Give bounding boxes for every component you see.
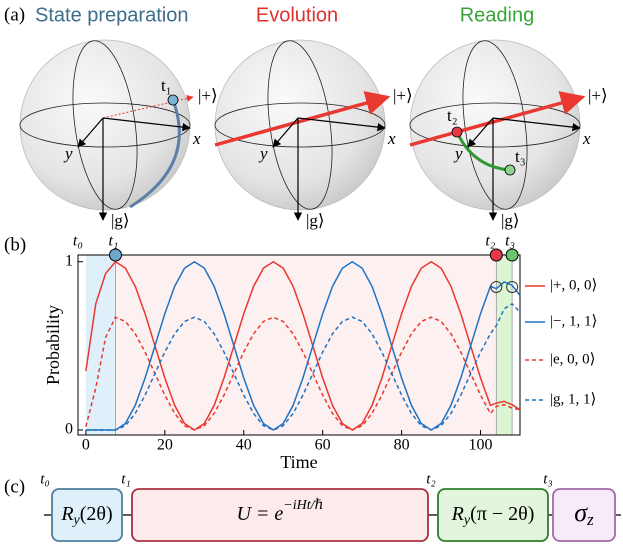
state-point [451,126,463,138]
time-label: t₃ [543,471,552,487]
panel-label: (a) [4,4,25,25]
sphere-title: State preparation [35,4,188,26]
trajectory [129,99,181,209]
time-label: t₂ [426,471,435,487]
gate-text: σ [574,498,588,527]
sphere-title: Reading [460,4,535,26]
gate-text: (2θ) [80,503,113,525]
legend-label: |e, 0, 0⟩ [550,351,596,367]
sphere-label: y [258,144,268,163]
plus-axis [409,91,586,147]
time-label: t₀ [40,471,49,487]
event-label: t₂ [485,233,495,250]
gate [552,488,616,542]
series-line [85,316,521,431]
gate-text: (π − 2θ) [470,503,534,525]
x-tick-label: 100 [469,437,493,454]
sphere-label: t₁ [161,76,172,95]
event-marker [108,248,122,262]
gate [131,488,429,542]
state-point [504,164,516,176]
gate-label: σz [574,498,594,529]
sphere-label: t₃ [515,147,526,166]
sphere-label: |+⟩ [198,86,218,105]
trajectory [455,131,511,172]
event-label: t₀ [73,233,83,250]
gate-label: U = e−iHt/ℏ [236,498,323,524]
plus-axis [214,91,391,147]
gate-text: z [586,510,594,529]
gate [51,488,123,542]
sphere-label: |+⟩ [588,86,608,105]
x-axis [297,117,386,132]
sphere-label: x [192,129,201,148]
meridian [72,40,138,210]
sphere-label: |g⟩ [501,211,520,230]
y-tick-label: 0 [65,421,73,438]
gate [437,488,549,542]
x-tick-label: 20 [157,437,173,454]
time-label: t₁ [121,471,130,487]
event-label: t₃ [505,233,515,250]
state-point [167,94,179,106]
event-marker [505,248,519,262]
readout-point [506,280,519,293]
gate-text: U = e [236,503,283,525]
gate-text: y [462,513,471,528]
panel-label: (c) [4,476,25,497]
y-tick-label: 1 [65,252,73,269]
sphere-label: y [63,144,73,163]
sphere-label: |+⟩ [393,86,413,105]
gate-text: R [60,503,73,525]
gate-text: −iHt/ℏ [283,498,323,513]
plot-frame [77,254,521,436]
gate-text: R [451,503,464,525]
y-axis [467,117,494,148]
x-axis [102,117,191,132]
legend-label: |+, 0, 0⟩ [550,277,597,293]
series-line [85,302,521,431]
gate-label: Ry(2θ) [60,503,112,529]
readout-point [490,280,503,293]
sphere-label: |g⟩ [306,211,325,230]
legend-label: |−, 1, 1⟩ [550,313,597,329]
sphere-label: t₂ [447,106,458,125]
gate-label: Ry(π − 2θ) [451,503,535,529]
sphere-label: y [453,144,463,163]
x-axis-label: Time [280,452,317,472]
phase-region [115,255,497,435]
y-axis [77,117,104,148]
legend-label: |g, 1, 1⟩ [550,391,596,407]
y-axis [272,117,299,148]
gate-text: y [72,513,81,528]
phase-region [496,255,513,435]
x-tick-label: 40 [236,437,252,454]
event-marker [489,248,503,262]
sphere-label: x [582,129,591,148]
x-tick-label: 60 [315,437,331,454]
y-axis-label: Probability [43,305,63,385]
panel-label: (b) [4,234,26,255]
x-tick-label: 0 [82,437,90,454]
event-label: t₁ [108,233,118,250]
sphere-label: x [387,129,396,148]
x-tick-label: 80 [394,437,410,454]
sphere-label: |g⟩ [111,211,130,230]
x-axis [492,117,581,132]
sphere-title: Evolution [256,4,338,26]
